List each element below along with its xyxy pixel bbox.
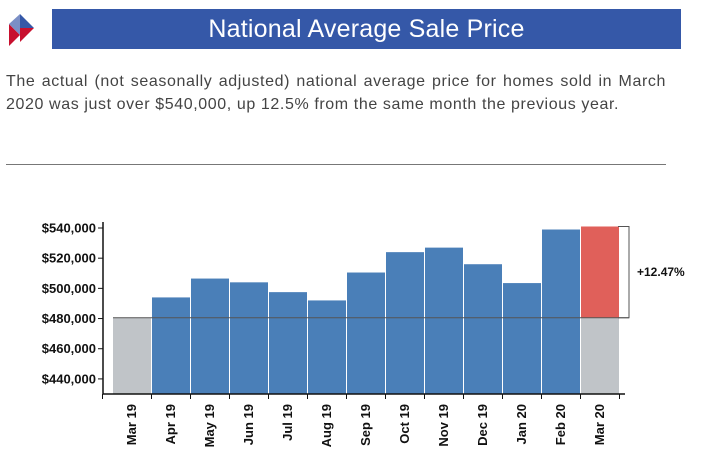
page-title: National Average Sale Price	[208, 14, 525, 43]
x-tick-label-7: Oct 19	[397, 404, 412, 444]
y-tick-label-1: $460,000	[42, 341, 96, 356]
bar-7	[386, 252, 424, 394]
x-tick-label-11: Feb 20	[553, 404, 568, 445]
bar-3	[230, 282, 268, 394]
bar-base-12	[581, 317, 619, 394]
bar-4	[269, 292, 307, 394]
x-tick-label-0: Mar 19	[124, 404, 139, 445]
bar-12	[581, 226, 619, 318]
y-tick-label-4: $520,000	[42, 251, 96, 266]
bar-1	[152, 297, 190, 394]
bar-0	[113, 317, 151, 394]
price-bar-chart: +12.47% $440,000 $460,000 $480,000 $500,000 $…	[42, 221, 685, 448]
bar-11	[542, 229, 580, 394]
bar-10	[503, 283, 541, 394]
page-title-banner: National Average Sale Price	[52, 9, 681, 49]
diamond-logo-icon	[9, 14, 34, 46]
bar-5	[308, 300, 346, 394]
y-tick-label-2: $480,000	[42, 311, 96, 326]
y-tick-label-5: $540,000	[42, 221, 96, 236]
y-tick-label-0: $440,000	[42, 371, 96, 386]
bar-9	[464, 264, 502, 394]
x-tick-label-9: Dec 19	[475, 404, 490, 446]
bar-2	[191, 278, 229, 394]
y-tick-label-3: $500,000	[42, 281, 96, 296]
bar-8	[425, 247, 463, 394]
x-tick-label-6: Sep 19	[358, 404, 373, 446]
bar-6	[347, 272, 385, 394]
change-annotation: +12.47%	[637, 265, 685, 279]
description-text: The actual (not seasonally adjusted) nat…	[6, 73, 666, 113]
x-tick-label-5: Aug 19	[319, 404, 334, 447]
divider	[6, 164, 666, 165]
x-tick-label-2: May 19	[202, 404, 217, 447]
x-tick-label-4: Jul 19	[280, 404, 295, 441]
x-tick-label-10: Jan 20	[514, 404, 529, 444]
x-tick-label-12: Mar 20	[592, 404, 607, 445]
change-bracket	[618, 225, 630, 319]
x-tick-label-3: Jun 19	[241, 404, 256, 445]
x-tick-label-1: Apr 19	[163, 404, 178, 444]
x-tick-label-8: Nov 19	[436, 404, 451, 447]
